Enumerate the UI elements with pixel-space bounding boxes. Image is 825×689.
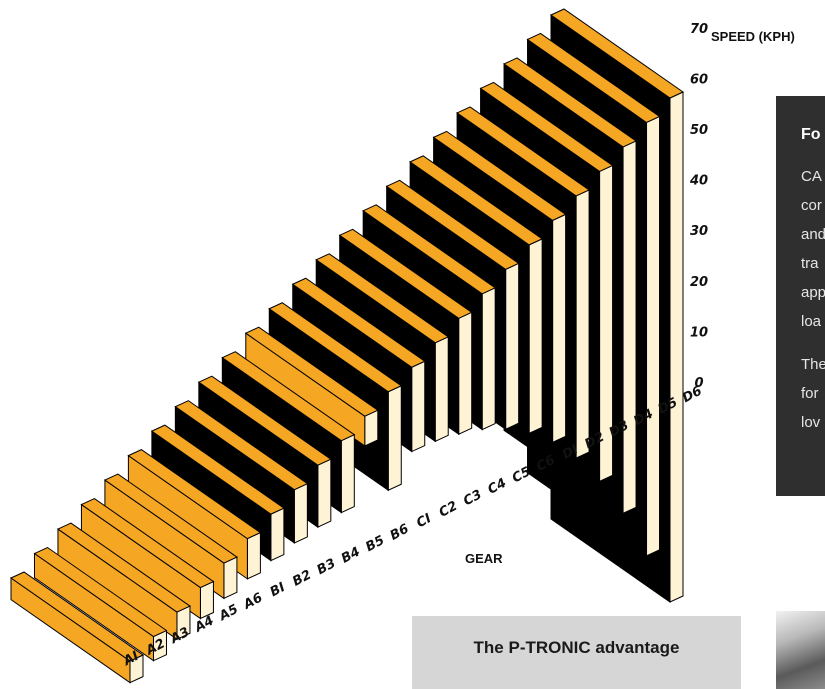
p-tronic-advantage-label: The P-TRONIC advantage bbox=[473, 638, 680, 657]
gear-label-C3: C3 bbox=[461, 487, 484, 509]
gear-label-B6: B6 bbox=[388, 522, 412, 544]
gear-label-C1: CI bbox=[414, 511, 434, 531]
bar-top-B1 bbox=[150, 424, 285, 515]
bar-top-D2 bbox=[456, 106, 591, 197]
panel-line: tra bbox=[801, 255, 819, 272]
y-tick-label: 40 bbox=[689, 174, 708, 189]
y-tick-label: 50 bbox=[690, 123, 708, 138]
p-tronic-advantage-box[interactable]: The P-TRONIC advantage bbox=[412, 616, 741, 689]
features-panel: Fo CA cor and tra app loa The for lov bbox=[776, 96, 825, 496]
gear-label-B3: B3 bbox=[315, 556, 339, 578]
bar-top-C5 bbox=[385, 179, 520, 270]
panel-line: for bbox=[801, 385, 819, 402]
gear-label-A6: A6 bbox=[240, 590, 265, 613]
bar-side-B4 bbox=[340, 433, 355, 514]
bar-top-C6 bbox=[409, 155, 544, 246]
panel-line: The bbox=[801, 356, 825, 373]
bar-top-D4 bbox=[503, 57, 638, 148]
bar-top-D5 bbox=[526, 32, 661, 124]
y-tick-label: 20 bbox=[690, 275, 708, 290]
gear-label-B4: B4 bbox=[339, 545, 363, 567]
y-tick-label: 60 bbox=[690, 72, 708, 87]
bar-side-D1 bbox=[552, 213, 567, 444]
product-photo bbox=[776, 611, 825, 689]
panel-line: app bbox=[801, 284, 825, 301]
bar-top-B3 bbox=[197, 375, 332, 466]
bar-top-A3 bbox=[56, 522, 191, 613]
panel-line: and bbox=[801, 226, 825, 243]
bar-side-B3 bbox=[317, 458, 332, 528]
bar-top-B6 bbox=[268, 302, 403, 393]
gear-label-A1: AI bbox=[120, 649, 141, 670]
y-tick-label: 30 bbox=[690, 224, 708, 239]
bar-top-A1 bbox=[9, 571, 145, 662]
bar-A4 bbox=[80, 497, 215, 620]
bar-top-A6 bbox=[127, 449, 262, 540]
bar-top-A2 bbox=[33, 546, 168, 638]
bar-side-C6 bbox=[528, 238, 543, 435]
bar-top-B5 bbox=[244, 326, 379, 417]
bar-top-B4 bbox=[221, 351, 356, 442]
bars-layer bbox=[9, 8, 685, 684]
y-tick-label: 10 bbox=[690, 325, 708, 340]
bar-top-C4 bbox=[362, 204, 497, 295]
bar-top-D3 bbox=[479, 81, 614, 173]
bar-side-C5 bbox=[505, 262, 520, 431]
gear-label-A4: A4 bbox=[192, 613, 217, 636]
gear-label-A5: A5 bbox=[216, 602, 241, 625]
bar-side-D5 bbox=[646, 115, 661, 557]
y-axis-ticks: 0 10 20 30 40 50 60 70 bbox=[689, 22, 708, 391]
bar-top-A4 bbox=[80, 497, 215, 589]
gear-label-D1: DI bbox=[560, 442, 581, 463]
panel-title: Fo bbox=[801, 126, 821, 143]
bar-top-D1 bbox=[432, 130, 567, 221]
bar-top-C2 bbox=[315, 253, 450, 344]
bar-A3 bbox=[56, 522, 191, 641]
bar-side-C1 bbox=[411, 360, 426, 453]
y-tick-label: 0 bbox=[694, 376, 703, 391]
bar-side-C2 bbox=[434, 336, 449, 443]
panel-line: loa bbox=[801, 313, 822, 330]
y-tick-label: 70 bbox=[690, 22, 708, 37]
bar-B5 bbox=[244, 326, 379, 447]
bar-A2 bbox=[33, 546, 168, 662]
gear-label-B1: BI bbox=[268, 580, 288, 600]
bar-side-D6 bbox=[669, 91, 684, 603]
bar-top-B2 bbox=[174, 400, 309, 491]
bar-side-C3 bbox=[458, 311, 473, 435]
x-axis-title: GEAR bbox=[465, 551, 503, 566]
panel-line: CA bbox=[801, 168, 822, 185]
panel-line: cor bbox=[801, 197, 822, 214]
bar-side-D4 bbox=[622, 140, 637, 515]
bar-side-B6 bbox=[387, 384, 402, 492]
y-axis-title: SPEED (KPH) bbox=[711, 29, 795, 44]
bar-top-D6 bbox=[549, 8, 685, 99]
panel-paragraph-2: The for lov bbox=[801, 350, 825, 437]
bar-side-C4 bbox=[481, 287, 496, 431]
bar-side-B2 bbox=[293, 482, 308, 544]
gear-label-B5: B5 bbox=[363, 533, 387, 555]
gear-label-C4: C4 bbox=[485, 476, 508, 498]
panel-paragraph-1: CA cor and tra app loa bbox=[801, 162, 825, 336]
bar-A1 bbox=[9, 571, 145, 684]
bar-top-C1 bbox=[291, 277, 426, 368]
bar-side-B1 bbox=[270, 507, 285, 562]
bar-top-A5 bbox=[103, 473, 238, 564]
bar-top-C3 bbox=[338, 228, 473, 319]
gear-label-C2: C2 bbox=[437, 499, 460, 521]
bar-side-D2 bbox=[575, 189, 590, 459]
bar-side-A5 bbox=[223, 556, 238, 600]
gear-label-B2: B2 bbox=[290, 567, 314, 589]
panel-line: lov bbox=[801, 414, 821, 431]
bar-side-A6 bbox=[246, 531, 261, 580]
